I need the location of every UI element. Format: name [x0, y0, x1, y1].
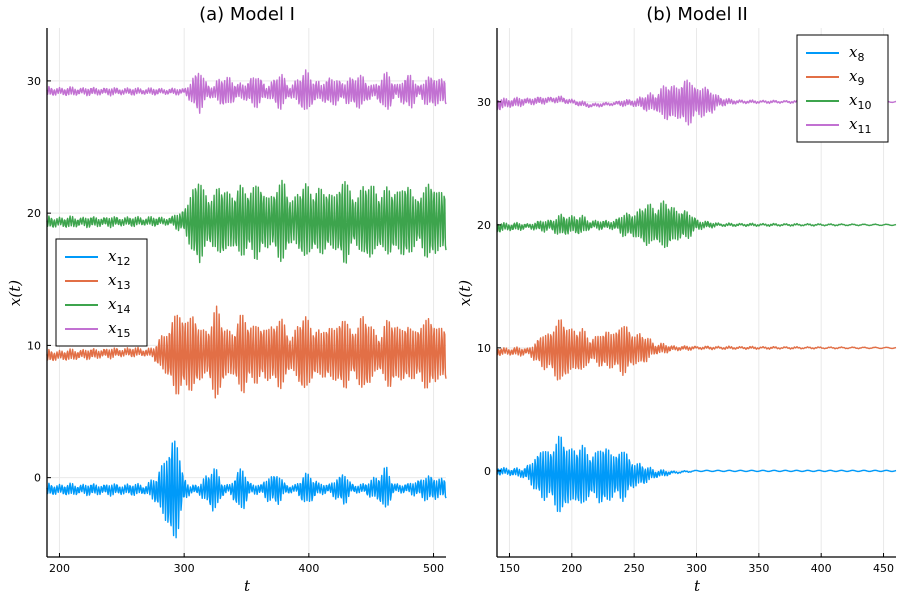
legend-subscript: 8 [857, 51, 864, 64]
y-tick-label: 30 [477, 96, 491, 109]
panel-model-ii: (b) Model II 150 200 250 300 350 400 450 0 10 20 3… [456, 4, 897, 595]
x-tick-label: 300 [686, 562, 707, 575]
x-tick-label: 500 [423, 562, 444, 575]
legend-subscript: 12 [116, 255, 130, 268]
plot-area [496, 79, 897, 513]
panel-title: (a) Model I [199, 4, 295, 25]
x-tick-label: 150 [499, 562, 520, 575]
x-tick-label: 300 [174, 562, 195, 575]
legend-subscript: 9 [857, 75, 864, 88]
series-line-x13 [46, 305, 447, 399]
x-tick-label: 200 [561, 562, 582, 575]
x-tick-label: 400 [298, 562, 319, 575]
legend-subscript: 11 [857, 123, 871, 136]
axes: 200 300 400 500 0 10 20 30 [27, 28, 446, 575]
series-line-x9 [496, 319, 897, 381]
legend-subscript: 13 [116, 279, 130, 292]
y-axis-label: x(t) [6, 280, 24, 306]
y-tick-label: 20 [477, 219, 491, 232]
x-tick-label: 350 [748, 562, 769, 575]
panel-title: (b) Model II [646, 4, 748, 25]
y-tick-label: 10 [477, 342, 491, 355]
series-line-x8 [496, 435, 897, 513]
legend-subscript: 10 [857, 99, 871, 112]
x-tick-label: 450 [873, 562, 894, 575]
y-tick-label: 0 [34, 472, 41, 485]
y-axis-label: x(t) [456, 280, 474, 306]
y-tick-label: 0 [484, 465, 491, 478]
y-tick-label: 30 [27, 75, 41, 88]
y-tick-label: 20 [27, 207, 41, 220]
series-line-x12 [46, 440, 447, 539]
panel-model-i: (a) Model I 200 300 400 500 0 10 20 30 t x(t) x… [6, 4, 447, 595]
x-tick-label: 200 [49, 562, 70, 575]
plot-area [46, 69, 447, 539]
series-line-x14 [46, 179, 447, 264]
axes: 150 200 250 300 350 400 450 0 10 20 30 [477, 28, 896, 575]
series-line-x10 [496, 200, 897, 249]
legend-subscript: 14 [116, 303, 130, 316]
legend-subscript: 15 [116, 327, 130, 340]
x-axis-label: t [244, 577, 251, 595]
series-line-x15 [46, 69, 447, 114]
x-tick-label: 250 [624, 562, 645, 575]
x-axis-label: t [694, 577, 701, 595]
x-tick-label: 400 [811, 562, 832, 575]
y-tick-label: 10 [27, 339, 41, 352]
